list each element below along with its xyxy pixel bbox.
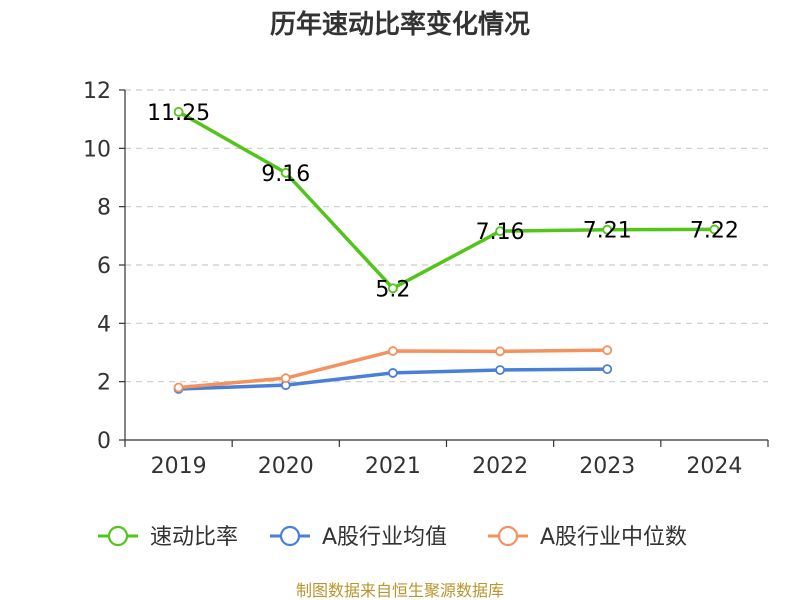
data-point-2-2019 <box>173 382 184 393</box>
data-label-2021: 5.2 <box>375 277 410 302</box>
legend-item-0: 速动比率 <box>98 525 238 550</box>
data-point-1-2023 <box>602 364 613 375</box>
legend-item-1: A股行业均值 <box>270 525 447 550</box>
data-point-1-2021 <box>388 368 398 378</box>
data-point-0-2022 <box>495 226 505 237</box>
data-point-0-2021 <box>388 283 398 294</box>
x-tick-label-2021: 2021 <box>365 454 421 479</box>
x-tick-label-2022: 2022 <box>472 454 528 479</box>
data-point-0-2019 <box>173 106 184 117</box>
tick-labels: 0 2 4 6 8 10 12 2019 2020 2021 2022 2023 2024 <box>83 79 742 479</box>
data-point-0-2024 <box>709 224 720 235</box>
x-tick-label-2019: 2019 <box>151 454 207 479</box>
data-label-2022: 7.16 <box>476 220 525 245</box>
legend-marker-0 <box>107 525 129 547</box>
data-label-2024: 7.22 <box>690 218 739 243</box>
y-tick-label-2: 4 <box>97 312 111 337</box>
series-line-0 <box>177 110 715 291</box>
data-point-2-2022 <box>495 346 505 357</box>
y-tick-label-4: 8 <box>97 196 111 221</box>
data-label-2023: 7.21 <box>583 219 632 244</box>
data-point-2-2021 <box>388 346 398 356</box>
x-tick-label-2024: 2024 <box>686 454 742 479</box>
chart-title: 历年速动比率变化情况 <box>270 9 530 40</box>
x-tick-label-2023: 2023 <box>579 454 635 479</box>
legend-item-2: A股行业中位数 <box>488 525 687 550</box>
source-note: 制图数据来自恒生聚源数据库 <box>296 581 504 600</box>
data-label-2019: 11.25 <box>147 101 210 126</box>
y-tick-label-6: 12 <box>83 79 111 104</box>
y-tick-label-0: 0 <box>97 429 111 454</box>
data-point-0-2023 <box>602 224 613 235</box>
grid-lines <box>125 89 768 383</box>
y-tick-label-3: 6 <box>97 254 111 279</box>
axes <box>119 89 769 447</box>
x-tick-label-2020: 2020 <box>258 454 314 479</box>
legend-marker-1 <box>279 525 301 547</box>
data-point-2-2020 <box>280 373 291 384</box>
data-label-2020: 9.16 <box>261 162 310 187</box>
y-tick-label-5: 10 <box>83 137 111 162</box>
series-points <box>173 106 720 394</box>
data-point-0-2020 <box>280 167 291 178</box>
legend: 速动比率 A股行业均值 A股行业中位数 <box>98 525 687 550</box>
legend-label-2: A股行业中位数 <box>540 525 687 550</box>
data-labels: 11.25 9.16 5.2 7.16 7.21 7.22 <box>147 101 739 302</box>
legend-label-1: A股行业均值 <box>322 525 447 550</box>
data-point-2-2023 <box>602 345 613 356</box>
data-point-1-2022 <box>495 365 505 375</box>
series-lines <box>177 110 715 391</box>
legend-marker-2 <box>497 525 519 547</box>
legend-label-0: 速动比率 <box>150 525 238 550</box>
y-tick-label-1: 2 <box>97 371 111 396</box>
